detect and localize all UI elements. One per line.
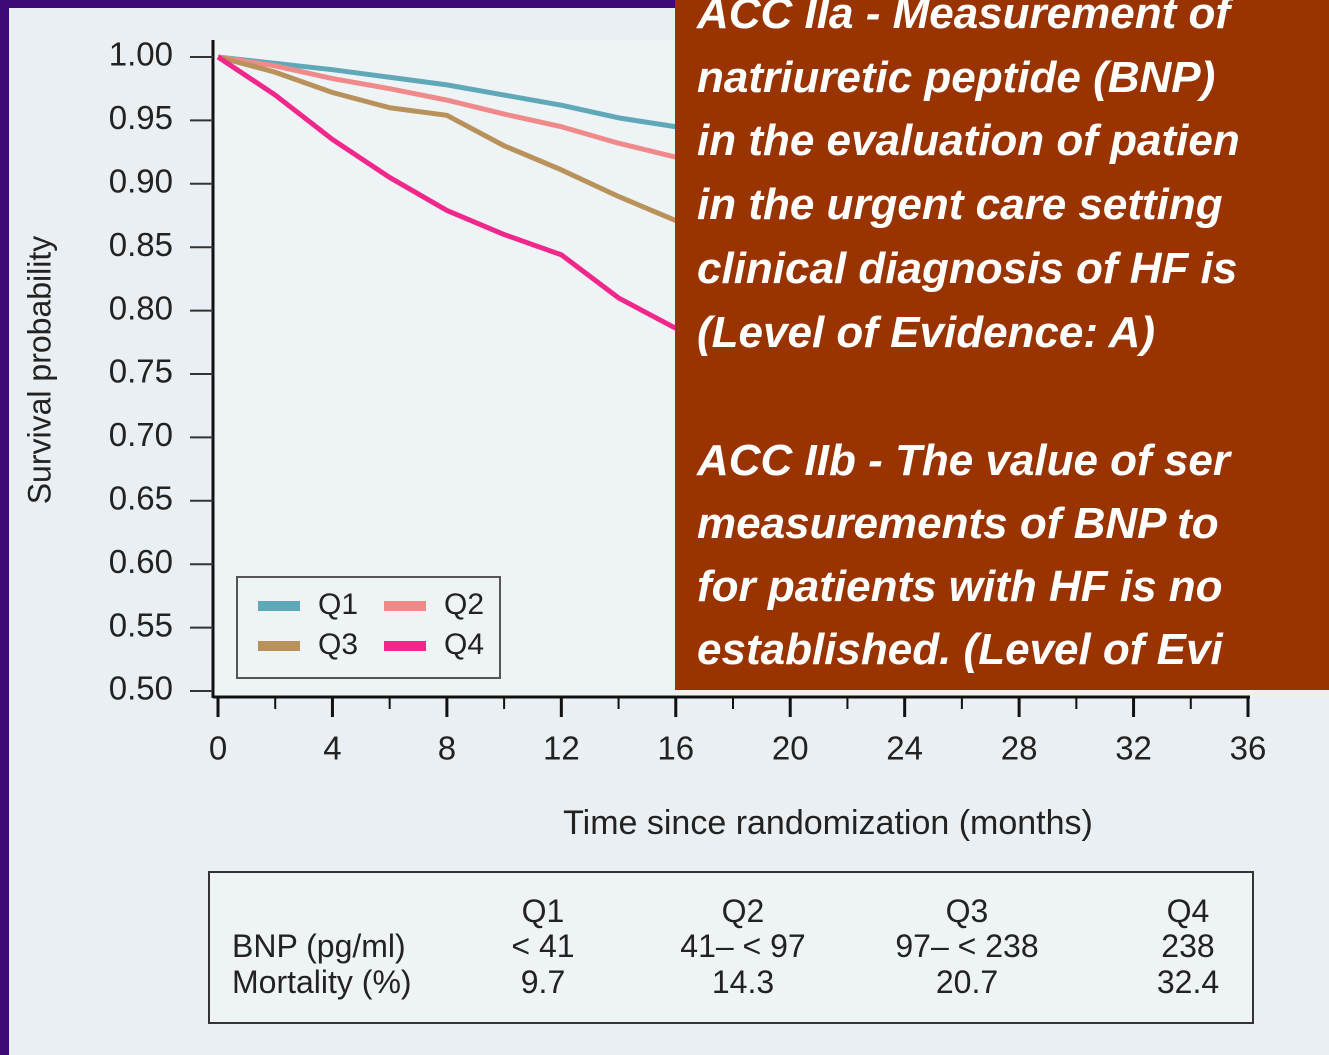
table-cell: 9.7 [520,964,566,1000]
note-line: clinical diagnosis of HF is [697,244,1238,293]
note-line: natriuretic peptide (BNP) [697,53,1216,102]
x-axis-label: Time since randomization (months) [563,804,1093,842]
x-tick-label: 32 [1115,730,1152,767]
y-tick-label: 0.50 [109,670,173,707]
note-line: for patients with HF is no [697,562,1223,611]
x-tick-label: 28 [1001,730,1038,767]
table-cell: < 41 [511,928,575,964]
table-cell: Q4 [1166,893,1210,929]
legend-swatch [384,601,426,611]
text-box: ACC IIa - Measurement of natriuretic pept… [675,0,1329,690]
y-tick-label: 0.75 [109,353,173,390]
legend-box [236,576,501,679]
x-tick-label: 0 [209,730,227,767]
y-tick-label: 1.00 [109,36,173,73]
table-cell: BNP (pg/ml) [232,928,406,964]
survival-line [217,54,677,223]
table-cell: Q1 [521,893,565,929]
table-cell: Q3 [945,893,989,929]
note-line: established. (Level of Evi [697,625,1223,674]
x-tick-label: 24 [886,730,923,767]
x-tick-label: 36 [1230,730,1267,767]
table-cell: 41– < 97 [680,928,806,964]
legend-label: Q2 [444,588,484,621]
x-tick-label: 16 [657,730,694,767]
table: Q1 Q2 Q3 Q4 BNP (pg/ml) < 41 41– < 97 97– < 238… [208,871,1254,1024]
legend-swatch [258,641,300,651]
note-line: in the urgent care setting [697,180,1223,229]
y-tick-label: 0.95 [109,99,173,136]
note-line: ACC IIa - Measurement of [697,0,1230,38]
table-cell: Q2 [721,893,765,929]
survival-line [216,54,677,331]
y-tick-label: 0.55 [109,606,173,643]
legend-label: Q1 [318,588,358,621]
legend-swatch [384,641,426,651]
survival-line [217,54,677,160]
legend-label: Q4 [444,628,484,661]
table-cell: Mortality (%) [232,964,412,1000]
survival-line [217,54,677,130]
table-cell: 14.3 [711,964,775,1000]
y-tick-label: 0.80 [109,289,173,326]
y-tick-label: 0.65 [109,480,173,517]
note-line: (Level of Evidence: A) [697,308,1156,357]
y-tick-label: 0.60 [109,543,173,580]
x-tick-label: 8 [438,730,456,767]
note-line: measurements of BNP to [697,499,1219,548]
table-cell: 32.4 [1156,964,1220,1000]
table-cell: 97– < 238 [895,928,1039,964]
x-tick-label: 20 [772,730,809,767]
y-tick-label: 0.85 [109,226,173,263]
legend-label: Q3 [318,628,358,661]
x-tick-label: 4 [323,730,341,767]
x-tick-label: 12 [543,730,580,767]
y-tick-label: 0.90 [109,163,173,200]
table-cell: 238 [1161,928,1215,964]
legend-swatch [258,601,300,611]
y-axis-label: Survival probability [21,236,57,505]
note-line: in the evaluation of patien [697,116,1240,165]
table-cell: 20.7 [935,964,999,1000]
note-line: ACC IIb - The value of ser [697,436,1230,485]
y-tick-label: 0.70 [109,416,173,453]
